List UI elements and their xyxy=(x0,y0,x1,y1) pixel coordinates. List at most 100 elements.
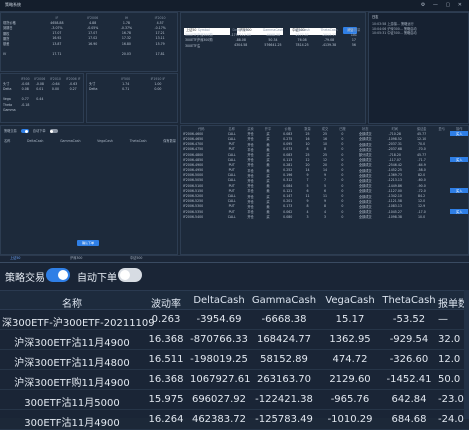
column-header: 状态 xyxy=(362,127,369,132)
table-cell: 开仓 xyxy=(247,153,254,158)
underlying-input-3[interactable]: 中证500 xyxy=(290,28,337,35)
table-row[interactable]: IF2006-4850 CALL 开仓 买 0.113 12 12 0 全部成交 -117.07 -… xyxy=(181,157,468,163)
table-cell: -90.0 xyxy=(417,183,426,188)
table-row[interactable]: IF2006-4600 CALL 开仓 买 0.083 25 25 0 全部成交 -710.28 4… xyxy=(181,131,468,137)
table-cell: 300ETF沪深300购 xyxy=(185,33,213,38)
strategy-row[interactable]: 深300ETF-沪300ETF-20211109 0.263 -3954.69 -66… xyxy=(0,310,469,330)
table-cell: IF2006-5400 xyxy=(183,214,204,219)
table-cell: -60.0 xyxy=(417,178,426,183)
auto-order-toggle[interactable] xyxy=(118,268,142,282)
log-panel: 日志 10:03:58 上游接... 策略运行 10:04:06 沪深300..… xyxy=(368,12,469,124)
table-cell xyxy=(450,214,468,219)
table-row[interactable]: IF2006-5150 PUT 平仓 卖 0.121 6 6 0 全部成交 -1127.00 -72… xyxy=(181,188,468,194)
table-cell: IF2006-4950 xyxy=(183,168,204,173)
table-row[interactable]: IF2006-5400 CALL 开仓 买 0.080 3 3 0 全部成交 -1098.38 10… xyxy=(181,214,468,220)
table-row[interactable]: IF2006-5200 CALL 开仓 买 0.147 11 11 0 全部成交 -1342.10… xyxy=(181,193,468,199)
order-action-button[interactable]: 买入 xyxy=(450,131,468,137)
strategy-cell: 16.511 xyxy=(148,354,184,365)
table-cell: -1452.25 xyxy=(387,168,402,173)
strategy-cell: 16.264 xyxy=(148,414,184,425)
table-cell: 9 xyxy=(306,199,309,204)
table-cell: -79.08 xyxy=(323,37,335,42)
table-cell: IF2006-5100 xyxy=(183,183,204,188)
strategy-cell: 深300ETF-沪300ETF-20211109 xyxy=(2,318,155,329)
order-action-button[interactable]: 买入 xyxy=(450,188,468,194)
table-cell: -1083.13 xyxy=(387,204,402,209)
strategy-cell: -125783.49 xyxy=(255,414,313,425)
strategy-cell: -3954.69 xyxy=(196,314,242,325)
table-cell: 开仓 xyxy=(247,173,254,178)
strategy-row[interactable]: 300ETF沽11月5000 15.975 696027.92 -122421.38 -… xyxy=(0,390,469,410)
table-row[interactable]: IF2006-4900 PUT 开仓 卖 0.281 20 20 0 全部成交 -2546.42 -… xyxy=(181,162,468,168)
strategy-row[interactable]: 300ETF沽11月4900 16.264 462383.72 -125783.49 -… xyxy=(0,410,469,430)
table-cell: Gamma xyxy=(3,107,16,112)
table-row[interactable]: IF2006-5000 CALL 开仓 买 0.196 9 9 0 全部成交 -1369.73 82… xyxy=(181,173,468,178)
underlying-input-2[interactable]: 沪深300 xyxy=(237,28,284,35)
auto-order-toggle-small[interactable] xyxy=(49,129,58,133)
order-action-button[interactable]: 买入 xyxy=(450,209,468,215)
table-cell: -58.0 xyxy=(417,168,426,173)
table-cell: PUT xyxy=(228,168,235,173)
table-cell: 7814.25 xyxy=(295,43,309,48)
strategy-cell: -1452.41 xyxy=(386,374,432,385)
table-cell: 3 xyxy=(306,214,309,219)
table-cell: 101 xyxy=(350,32,357,37)
strategy-trade-toggle[interactable] xyxy=(46,268,70,282)
table-row[interactable]: IF2006-5050 CALL 开仓 买 0.312 7 7 0 全部成交 -1213.13 -6… xyxy=(181,178,468,183)
table-cell: 期货 xyxy=(3,36,10,41)
table-row[interactable]: IF2006-4800 CALL 开仓 买 0.083 25 25 0 部分成交 -718.20 4… xyxy=(181,152,468,158)
strategy-cell: -122421.38 xyxy=(255,394,313,405)
table-row[interactable]: IF2006-4700 PUT 开仓 卖 0.095 10 10 0 全部成交 -2037.31 7… xyxy=(181,142,468,147)
window-controls[interactable]: ⚙ — ▢ ✕ xyxy=(420,2,465,8)
portfolio-table: Symbol DeltaCash GammaCash VegaCash ThetaCas… xyxy=(183,27,365,48)
table-cell: 买 xyxy=(266,194,270,199)
table-cell: 1.74 xyxy=(122,81,130,86)
table-row[interactable]: IF2006-5250 CALL 开仓 买 0.201 9 9 0 全部成交 -1121.58 12… xyxy=(181,199,468,204)
table-cell: IF2006-4750 xyxy=(183,147,204,152)
confirm-order-button[interactable]: 确认下单 xyxy=(77,240,99,246)
table-row: Delta 0.71 0.00 xyxy=(87,86,177,91)
table-cell: -1121.58 xyxy=(387,199,402,204)
table-cell: -2013.17 xyxy=(321,32,337,37)
table-row[interactable]: 300ETF沪深300购 -88.08 50.34 76.08 -79.08 17 xyxy=(183,37,365,43)
table-cell: 开仓 xyxy=(247,178,254,183)
table-cell: PUT xyxy=(228,183,235,188)
zoomed-scrollbar[interactable] xyxy=(464,290,469,419)
strategy-toggles-small: 策略交易 自动下单 xyxy=(4,129,58,134)
table-row[interactable]: 300ETF沪深300购 -1797112.85 -6668.38 2577.37 -2… xyxy=(183,32,365,38)
table-cell: IF2006-5350 xyxy=(183,209,204,214)
tab-sz50[interactable]: 上证50 xyxy=(10,256,21,260)
column-header: 已撤 xyxy=(339,127,346,132)
table-cell: CALL xyxy=(227,131,236,136)
table-row[interactable]: IF2006-4650 CALL 开仓 买 0.275 16 16 0 全部成交 -1098.52… xyxy=(181,136,468,142)
strategy-row[interactable]: 沪深300ETF沽11月4800 16.511 -198019.25 58152.89… xyxy=(0,350,469,370)
table-cell: 0.08 xyxy=(21,86,29,91)
table-row[interactable]: IF2006-4750 PUT 平仓 卖 0.073 8 8 0 全部成交 -2037.68 -70… xyxy=(181,147,468,152)
table-cell: 买 xyxy=(266,158,270,163)
table-row[interactable]: 300ETF沽 4304.58 576641.25 7814.25 -4139.38 56 xyxy=(183,43,365,48)
strategy-trade-toggle-small[interactable] xyxy=(20,129,29,133)
strategy-row[interactable]: 沪深300ETF购11月4900 16.368 1067927.61 263163.7… xyxy=(0,370,469,390)
order-action-button[interactable]: 买入 xyxy=(450,157,468,163)
table-row[interactable]: IF2006-4950 PUT 平仓 卖 0.252 14 14 0 全部成交 -1452.25 -… xyxy=(181,168,468,173)
table-cell: 14 xyxy=(305,168,310,173)
greeks-table-left: IF500 IF2006 IF2010 IF2006 IF 头寸 -0.08 -0.08 -0… xyxy=(1,76,83,112)
table-cell: 买 xyxy=(266,215,270,220)
table-cell: 买 xyxy=(266,199,270,204)
strategy-cell: 474.72 xyxy=(332,354,368,365)
table-row[interactable]: IF2006-5300 PUT 开仓 卖 0.173 8 8 0 全部成交 -1083.13 12.… xyxy=(181,204,468,209)
strategy-row[interactable]: 沪深300ETF沽11月4900 16.368 -870766.33 168424.7… xyxy=(0,330,469,350)
clear-button[interactable]: 清空 xyxy=(343,27,358,34)
table-row[interactable]: IF2006-5100 PUT 开仓 卖 0.084 5 5 0 全部成交 -1449.86 -90… xyxy=(181,183,468,189)
tab-zz500[interactable]: 中证500 xyxy=(130,256,143,260)
table-cell: 卖 xyxy=(266,168,270,173)
table-cell: IF2006-5150 xyxy=(183,188,204,193)
table-row: 到期日 -3.07% -0.05% -0.37% -0.17% xyxy=(1,25,177,31)
table-cell: 17.81 xyxy=(155,51,165,56)
tab-hs300[interactable]: 沪深300 xyxy=(70,256,83,260)
table-cell: 0.281 xyxy=(283,162,293,167)
table-row[interactable]: IF2006-5350 PUT 平仓 卖 0.062 4 4 0 全部成交 -1045.27 -17… xyxy=(181,209,468,215)
underlying-input-1[interactable]: 上证50 xyxy=(184,28,230,35)
table-cell: PUT xyxy=(228,142,235,147)
table-cell: -0.37% xyxy=(120,25,133,30)
